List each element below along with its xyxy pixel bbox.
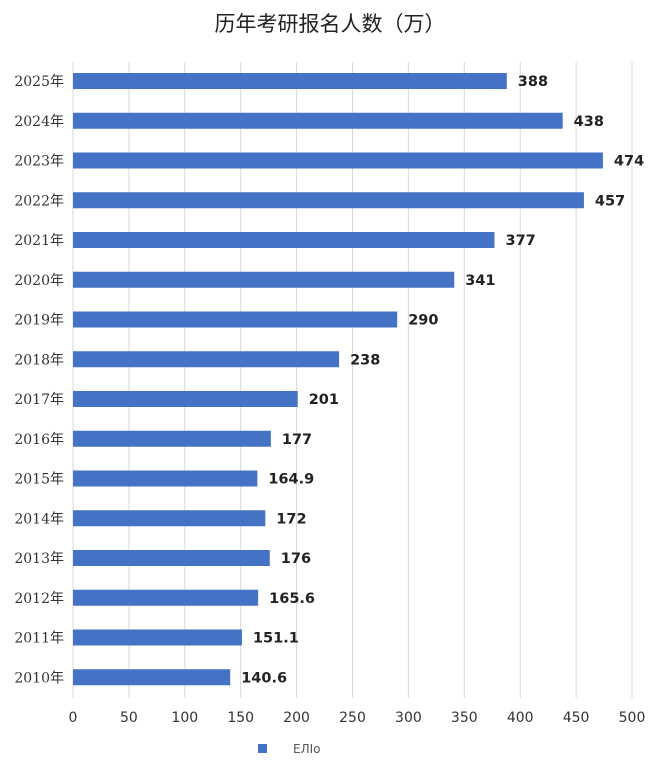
x-tick-label: 250	[339, 710, 366, 726]
category-label: 2024年	[14, 114, 64, 130]
x-tick-label: 100	[171, 710, 198, 726]
bar-2022年	[73, 192, 584, 209]
bar-2019年	[73, 311, 398, 328]
bar-2011年	[73, 629, 242, 646]
x-tick-label: 0	[69, 710, 78, 726]
category-label: 2022年	[14, 193, 64, 209]
x-tick-label: 450	[563, 710, 590, 726]
bar-2013年	[73, 550, 270, 566]
value-label: 151.1	[253, 631, 299, 647]
value-label: 290	[408, 313, 438, 329]
bar-2017年	[73, 391, 298, 407]
value-label: 176	[281, 551, 311, 567]
bar-2023年	[73, 152, 603, 169]
bar-2015年	[73, 470, 258, 487]
category-label: 2012年	[14, 591, 64, 607]
category-label: 2011年	[14, 631, 64, 647]
category-label: 2018年	[14, 352, 64, 368]
x-tick-label: 300	[395, 710, 422, 726]
bars	[73, 73, 603, 686]
category-label: 2023年	[14, 154, 64, 170]
x-tick-label: 500	[619, 710, 646, 726]
bar-2016年	[73, 430, 271, 447]
bar-2021年	[73, 232, 495, 248]
legend-swatch	[258, 744, 267, 753]
bar-2018年	[73, 351, 340, 368]
value-label: 140.6	[241, 670, 287, 686]
category-label: 2013年	[14, 551, 64, 567]
legend-label: ЕЛIo	[293, 742, 321, 756]
value-label: 388	[518, 74, 548, 90]
category-label: 2016年	[14, 432, 64, 448]
value-label: 164.9	[268, 472, 314, 488]
x-tick-label: 150	[227, 710, 254, 726]
x-tick-label: 50	[120, 710, 138, 726]
category-label: 2017年	[14, 392, 64, 408]
chart-title: 历年考研报名人数（万）	[215, 12, 446, 36]
bar-2025年	[73, 73, 507, 89]
value-label: 457	[595, 193, 625, 209]
bar-2014年	[73, 510, 266, 527]
value-label: 474	[614, 154, 644, 170]
bar-2024年	[73, 112, 563, 129]
value-label: 341	[465, 273, 495, 289]
value-label: 201	[309, 392, 339, 408]
bar-2010年	[73, 669, 231, 686]
x-tick-label: 200	[283, 710, 310, 726]
bar-2012年	[73, 589, 259, 606]
x-tick-label: 400	[507, 710, 534, 726]
labels: 0 50 100 150 200 250 300 350 400 450 500 2025年 388 20…	[14, 74, 645, 726]
value-label: 177	[282, 432, 312, 448]
value-label: 238	[350, 352, 380, 368]
bar-2020年	[73, 271, 455, 288]
x-tick-label: 350	[451, 710, 478, 726]
category-label: 2015年	[14, 472, 64, 488]
category-label: 2021年	[14, 233, 64, 249]
legend: ЕЛIo	[258, 742, 321, 756]
category-label: 2025年	[14, 74, 64, 90]
value-label: 172	[276, 511, 306, 527]
value-label: 377	[505, 233, 535, 249]
value-label: 438	[574, 114, 604, 130]
value-label: 165.6	[269, 591, 315, 607]
category-label: 2014年	[14, 511, 64, 527]
category-label: 2010年	[14, 670, 64, 686]
category-label: 2019年	[14, 313, 64, 329]
category-label: 2020年	[14, 273, 64, 289]
